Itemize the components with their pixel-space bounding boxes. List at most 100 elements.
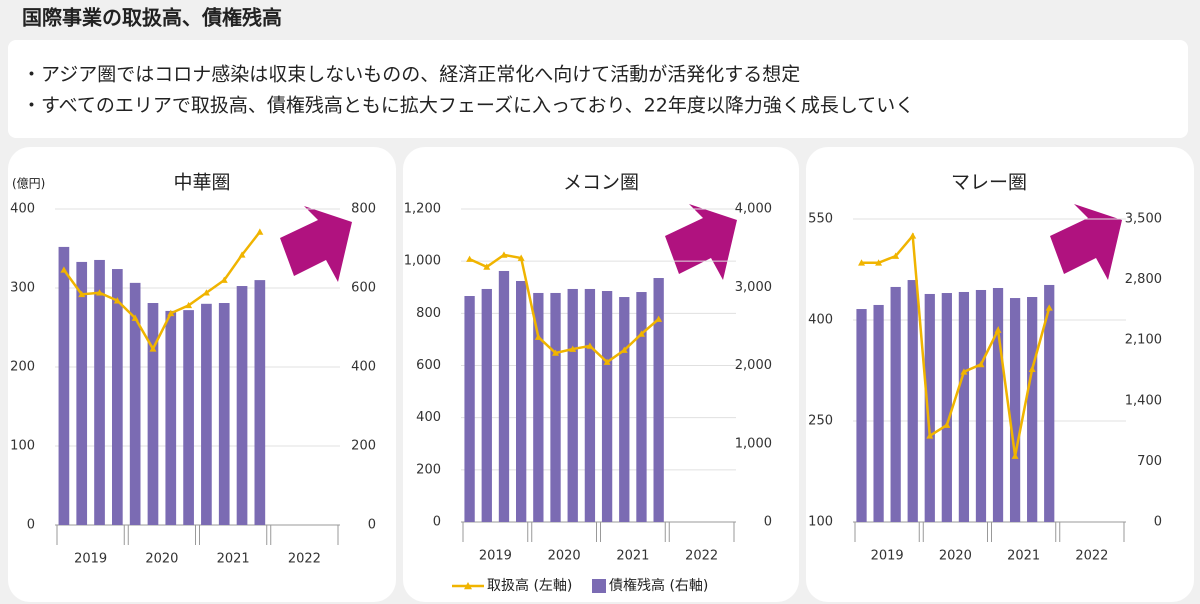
y2-tick-label: 2,800 xyxy=(1125,272,1162,287)
line-marker xyxy=(552,349,560,356)
bullet: ・アジア圏ではコロナ感染は収束しないものの、経済正常化へ向けて活動が活発化する想… xyxy=(22,64,800,86)
x-group-label: 2022 xyxy=(1075,549,1108,564)
y-tick-label: 550 xyxy=(808,212,833,227)
arrow-icons xyxy=(280,204,1122,282)
y-tick-label: 300 xyxy=(10,281,35,296)
line-marker xyxy=(1028,365,1036,372)
line-marker xyxy=(131,314,139,321)
line-marker xyxy=(517,254,525,261)
bar xyxy=(516,280,527,522)
line-marker xyxy=(586,342,594,349)
bar xyxy=(653,278,664,522)
bar xyxy=(218,303,230,525)
line-marker xyxy=(220,276,228,283)
y-tick-label: 100 xyxy=(10,439,35,454)
bar xyxy=(498,270,510,522)
bar xyxy=(1027,297,1038,522)
y-tick-label: 0 xyxy=(433,515,441,530)
y2-tick-label: 200 xyxy=(351,439,376,454)
line-marker xyxy=(875,259,883,266)
y-tick-label: 0 xyxy=(27,518,35,533)
bar xyxy=(601,291,613,522)
x-group-label: 2019 xyxy=(871,549,904,564)
line-marker xyxy=(60,266,68,273)
bar xyxy=(1044,284,1055,522)
y-tick-label: 1,000 xyxy=(404,254,441,269)
y2-tick-label: 600 xyxy=(351,281,376,296)
bullet: ・すべてのエリアで取扱高、債権残高ともに拡大フェーズに入っており、22年度以降力… xyxy=(22,95,914,117)
x-group-label: 2021 xyxy=(616,549,649,564)
bar xyxy=(636,292,647,522)
line-marker xyxy=(977,360,985,368)
y-axis-label: (億円) xyxy=(12,177,45,191)
bar xyxy=(236,286,248,525)
line-marker xyxy=(943,421,951,428)
bar xyxy=(481,288,492,522)
bar xyxy=(183,310,194,525)
y2-tick-label: 4,000 xyxy=(735,202,772,217)
legend-swatch xyxy=(464,582,472,590)
y-tick-label: 400 xyxy=(416,410,441,425)
legend-swatch xyxy=(592,579,606,593)
bar xyxy=(464,296,475,522)
line-marker xyxy=(926,432,934,439)
line-marker xyxy=(655,315,663,322)
bar xyxy=(94,259,105,525)
line-marker xyxy=(892,252,900,259)
x-group-label: 2019 xyxy=(479,549,512,564)
bar xyxy=(924,293,935,522)
x-group-label: 2020 xyxy=(548,549,581,564)
y2-tick-label: 800 xyxy=(351,202,376,217)
line-marker xyxy=(994,326,1002,333)
y-tick-label: 800 xyxy=(416,306,441,321)
line-marker xyxy=(202,289,210,296)
line xyxy=(62,231,261,352)
bar xyxy=(76,261,88,525)
x-group-label: 2020 xyxy=(939,549,972,564)
line-marker xyxy=(78,290,86,298)
y2-tick-label: 700 xyxy=(1137,454,1162,469)
bar xyxy=(567,288,578,522)
bar xyxy=(1009,298,1021,522)
y-tick-label: 1,200 xyxy=(404,202,441,217)
legend-label: 取扱高 (左軸) xyxy=(487,577,572,594)
bar xyxy=(112,269,123,525)
bar xyxy=(584,288,596,522)
line-marker xyxy=(113,297,121,304)
line-marker xyxy=(603,358,611,365)
chart-title: メコン圏 xyxy=(563,172,639,194)
line-marker xyxy=(1045,304,1053,311)
bar xyxy=(147,303,159,525)
line-marker xyxy=(858,259,866,266)
legend-label: 債権残高 (右軸) xyxy=(609,577,708,594)
y2-tick-label: 2,000 xyxy=(735,358,772,373)
line-marker xyxy=(500,251,508,258)
y2-tick-label: 3,000 xyxy=(735,280,772,295)
bar xyxy=(958,291,970,522)
bullet-box xyxy=(8,40,1188,138)
line-marker xyxy=(1011,452,1019,459)
bar xyxy=(975,289,987,522)
line-marker xyxy=(960,368,968,375)
bar xyxy=(254,280,266,525)
x-group-label: 2022 xyxy=(288,552,321,567)
y2-tick-label: 0 xyxy=(764,515,772,530)
y-tick-label: 250 xyxy=(808,414,833,429)
y-tick-label: 400 xyxy=(10,202,35,217)
bar xyxy=(890,286,901,522)
y2-tick-label: 1,000 xyxy=(735,436,772,451)
bar xyxy=(58,246,70,526)
x-group-label: 2022 xyxy=(685,549,718,564)
y2-tick-label: 2,100 xyxy=(1125,333,1162,348)
bar xyxy=(619,297,630,522)
line-marker xyxy=(256,228,264,235)
x-group-label: 2021 xyxy=(1007,549,1040,564)
x-group-label: 2021 xyxy=(217,552,250,567)
line xyxy=(861,232,1051,457)
chart-title: マレー圏 xyxy=(951,172,1027,194)
line-marker xyxy=(96,289,104,296)
line-marker xyxy=(149,345,157,352)
page-title: 国際事業の取扱高、債権残高 xyxy=(22,6,282,30)
chart-title: 中華圏 xyxy=(173,172,230,194)
